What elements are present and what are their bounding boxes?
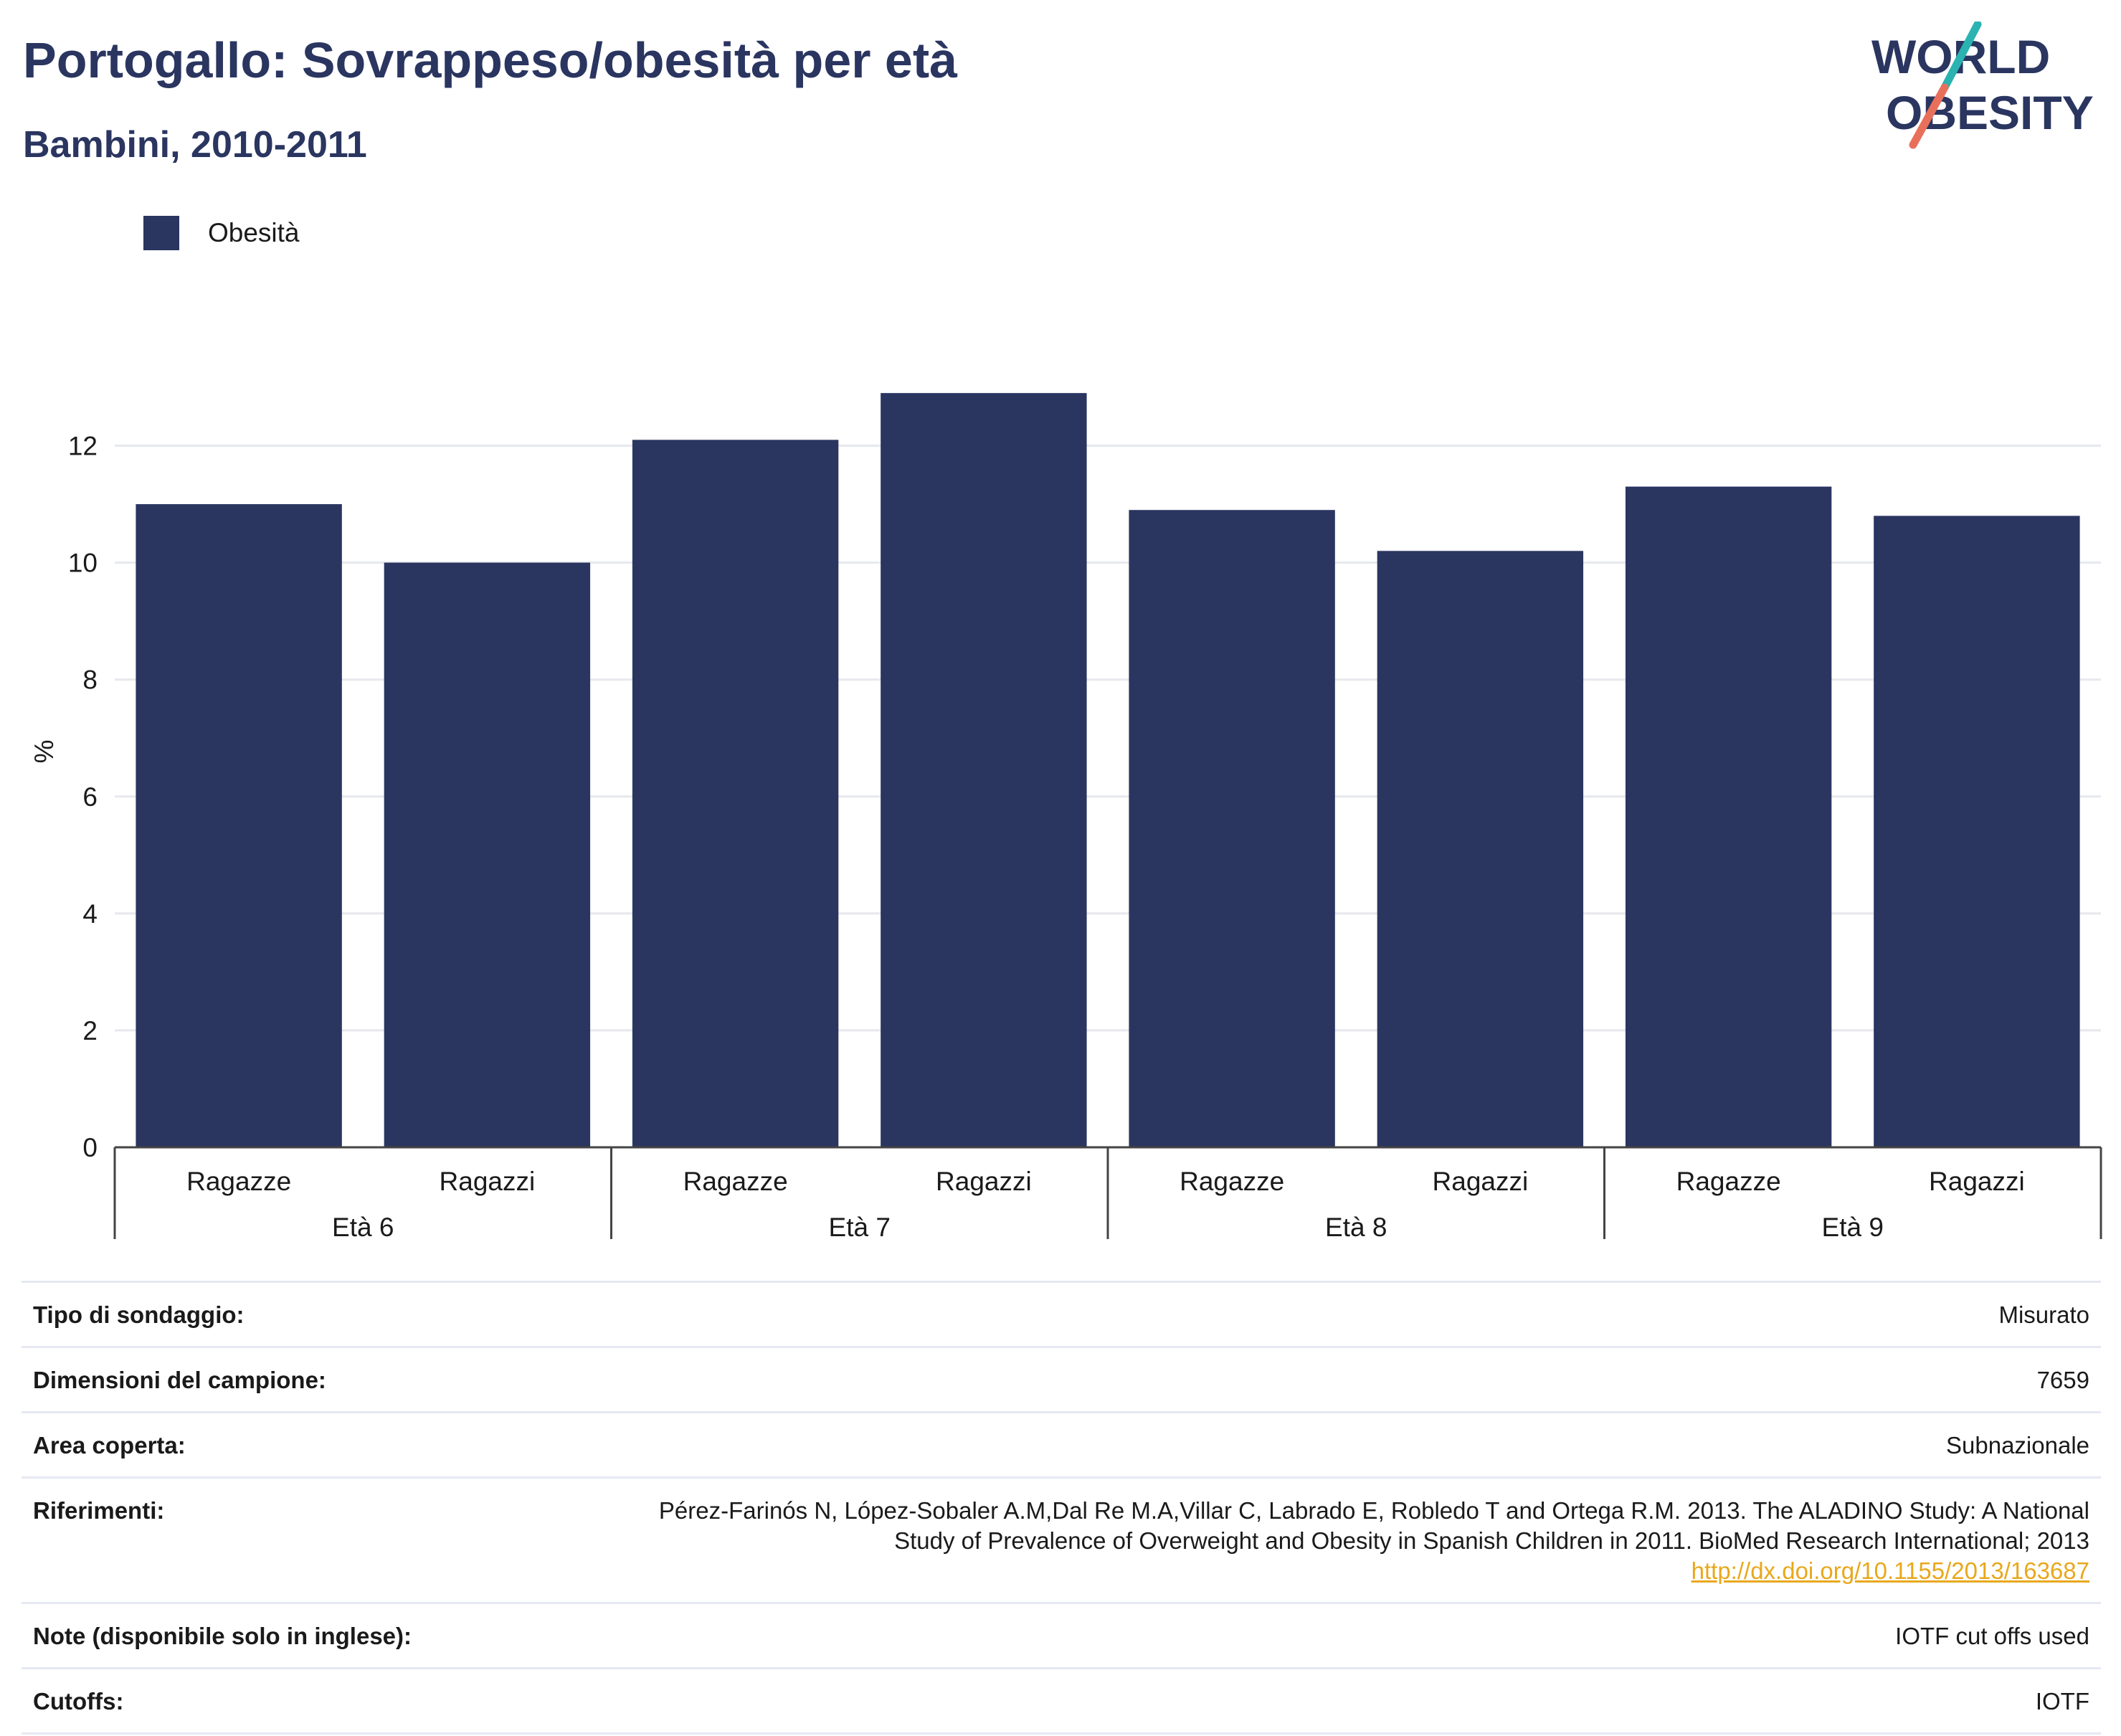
- info-label: Dimensioni del campione:: [33, 1367, 326, 1393]
- reference-text-line-2: Study of Prevalence of Overweight and Ob…: [894, 1527, 2089, 1554]
- info-value: 7659: [2036, 1367, 2089, 1393]
- info-table: Tipo di sondaggio: Misurato Dimensioni d…: [22, 1281, 2101, 1735]
- x-tick-label: Ragazze: [186, 1167, 291, 1196]
- x-tick-label: Ragazzi: [440, 1167, 536, 1196]
- y-tick-label: 4: [82, 899, 98, 929]
- page-title: Portogallo: Sovrappeso/obesità per età: [23, 32, 958, 88]
- y-axis: 0 2 4 6 8 10 12: [68, 432, 98, 1162]
- info-label: Area coperta:: [33, 1432, 186, 1458]
- info-value: Subnazionale: [1946, 1432, 2089, 1458]
- y-axis-label: %: [29, 740, 59, 764]
- y-tick-label: 10: [68, 549, 98, 578]
- info-label: Tipo di sondaggio:: [33, 1301, 245, 1328]
- legend-swatch: [143, 216, 179, 250]
- reference-link[interactable]: http://dx.doi.org/10.1155/2013/163687: [1691, 1557, 2089, 1584]
- y-tick-label: 8: [82, 665, 98, 695]
- info-value: IOTF cut offs used: [1895, 1623, 2089, 1649]
- world-obesity-logo: WORLD OBESITY: [1871, 22, 2094, 149]
- group-label: Età 7: [829, 1213, 891, 1242]
- bar: [1377, 551, 1584, 1147]
- info-value: Misurato: [1998, 1301, 2089, 1328]
- y-tick-label: 6: [82, 782, 98, 812]
- bars: [136, 393, 2080, 1148]
- info-label: Riferimenti:: [33, 1497, 165, 1524]
- info-value: Pérez-Farinós N, López-Sobaler A.M,Dal R…: [659, 1496, 2089, 1586]
- bar: [632, 440, 839, 1147]
- x-tick-label: Ragazze: [1676, 1167, 1781, 1196]
- info-value: IOTF: [2035, 1688, 2089, 1714]
- chart-legend[interactable]: Obesità: [143, 215, 300, 251]
- info-row-sample-size: Dimensioni del campione: 7659: [22, 1348, 2101, 1413]
- bar: [1874, 516, 2080, 1147]
- y-tick-label: 12: [68, 432, 98, 461]
- info-row-cutoffs: Cutoffs: IOTF: [22, 1669, 2101, 1735]
- group-label: Età 9: [1822, 1213, 1884, 1242]
- info-label: Cutoffs:: [33, 1688, 124, 1714]
- bar: [384, 562, 591, 1147]
- logo-slash-coral: [1909, 83, 1949, 149]
- logo-slash-teal: [1940, 22, 1982, 92]
- info-row-references: Riferimenti: Pérez-Farinós N, López-Soba…: [22, 1479, 2101, 1604]
- y-tick-label: 2: [82, 1016, 98, 1045]
- bar: [1129, 510, 1335, 1147]
- group-label: Età 6: [332, 1213, 394, 1242]
- page-subtitle: Bambini, 2010-2011: [23, 124, 367, 166]
- x-tick-label: Ragazze: [683, 1167, 788, 1196]
- info-label: Note (disponibile solo in inglese):: [33, 1623, 412, 1649]
- info-row-survey-type: Tipo di sondaggio: Misurato: [22, 1283, 2101, 1348]
- bar: [1625, 486, 1832, 1147]
- x-tick-label: Ragazzi: [936, 1167, 1032, 1196]
- y-tick-label: 0: [82, 1133, 98, 1162]
- info-row-area: Area coperta: Subnazionale: [22, 1413, 2101, 1479]
- x-tick-label: Ragazzi: [1433, 1167, 1529, 1196]
- x-tick-label: Ragazze: [1180, 1167, 1284, 1196]
- bar: [881, 393, 1087, 1148]
- legend-label: Obesità: [208, 218, 300, 247]
- group-label: Età 8: [1325, 1213, 1387, 1242]
- reference-text-line-1: Pérez-Farinós N, López-Sobaler A.M,Dal R…: [658, 1497, 2089, 1524]
- info-row-notes: Note (disponibile solo in inglese): IOTF…: [22, 1604, 2101, 1669]
- x-tick-label: Ragazzi: [1929, 1167, 2025, 1196]
- bar: [136, 504, 342, 1147]
- x-axis: Ragazze Ragazzi Ragazze Ragazzi Ragazze Ragaz…: [113, 1146, 2102, 1242]
